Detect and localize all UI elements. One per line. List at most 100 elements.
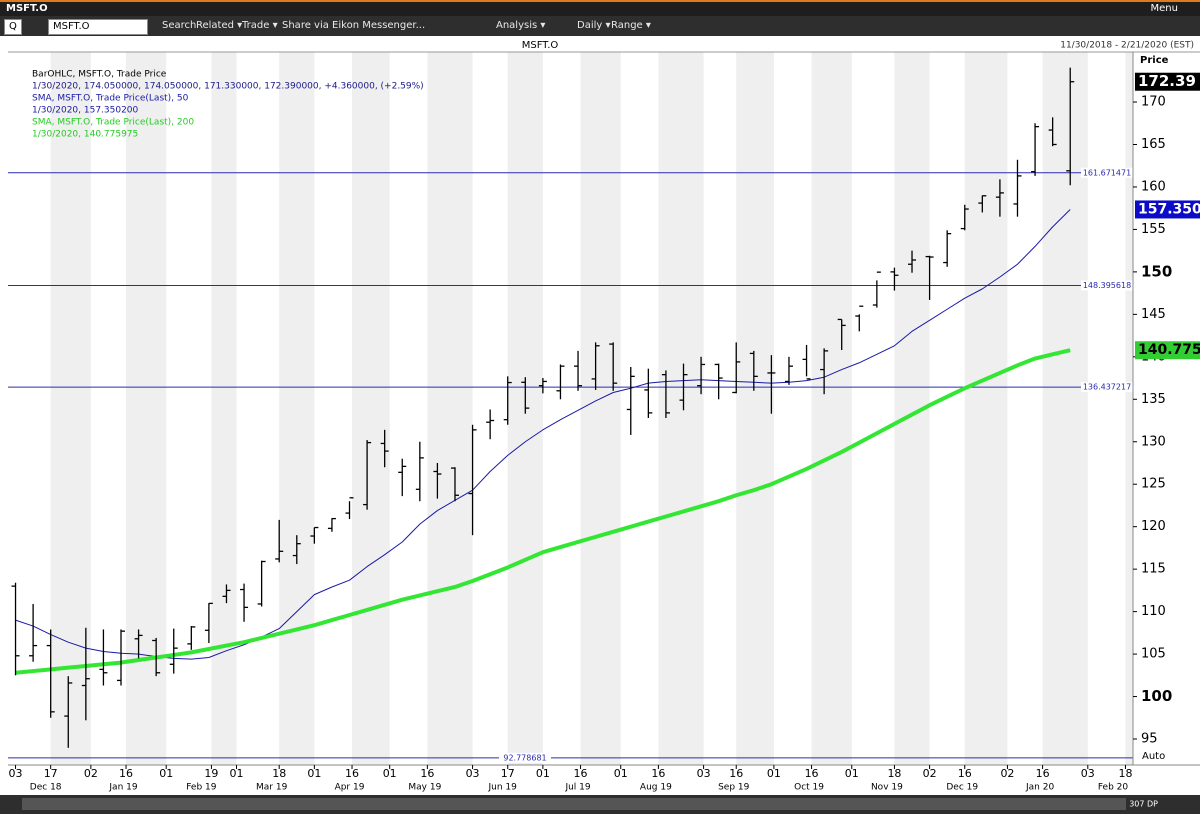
legend-detail: 1/30/2020, 174.050000, 174.050000, 171.3… bbox=[32, 82, 424, 92]
legend-entry: BarOHLC, MSFT.O, Trade Price bbox=[32, 70, 167, 80]
legend-detail: 1/30/2020, 140.775975 bbox=[32, 130, 138, 140]
price-tag bbox=[1135, 72, 1200, 91]
month-label: Mar 19 bbox=[256, 783, 288, 793]
month-label: Jun 19 bbox=[488, 783, 518, 793]
x-tick-label: 18 bbox=[887, 767, 901, 780]
band bbox=[964, 52, 1008, 765]
y-tick-label: 150 bbox=[1141, 262, 1172, 280]
y-tick-label: 115 bbox=[1141, 562, 1166, 577]
sma-line bbox=[15, 209, 1071, 660]
x-tick-label: 16 bbox=[420, 767, 434, 780]
legend-entry: SMA, MSFT.O, Trade Price(Last), 50 bbox=[32, 94, 189, 104]
x-tick-label: 01 bbox=[383, 767, 397, 780]
y-tick-label: 120 bbox=[1141, 519, 1166, 534]
chart-title: MSFT.O bbox=[522, 40, 559, 51]
x-tick-label: 01 bbox=[614, 767, 628, 780]
x-tick-label: 03 bbox=[9, 767, 23, 780]
y-tick-label: 95 bbox=[1141, 732, 1158, 747]
x-tick-label: 01 bbox=[767, 767, 781, 780]
band bbox=[211, 52, 237, 765]
y-tick-label: 145 bbox=[1141, 307, 1166, 322]
x-tick-label: 02 bbox=[1000, 767, 1014, 780]
y-tick-label: 125 bbox=[1141, 477, 1166, 492]
x-tick-label: 03 bbox=[1081, 767, 1095, 780]
month-label: Oct 19 bbox=[794, 783, 824, 793]
toolbar-item[interactable]: Share via Eikon Messenger... bbox=[282, 20, 426, 31]
toolbar-item[interactable]: Search bbox=[162, 20, 197, 31]
month-label: Feb 20 bbox=[1098, 783, 1129, 793]
sma-tag bbox=[1135, 200, 1200, 219]
month-label: Nov 19 bbox=[871, 783, 903, 793]
x-tick-label: 16 bbox=[651, 767, 665, 780]
month-label: May 19 bbox=[408, 783, 441, 793]
y-tick-label: 160 bbox=[1141, 179, 1166, 194]
band bbox=[580, 52, 621, 765]
band bbox=[427, 52, 473, 765]
reference-label-bg bbox=[1081, 167, 1133, 178]
legend-detail: 1/30/2020, 157.350200 bbox=[32, 106, 139, 116]
x-tick-label: 18 bbox=[1118, 767, 1132, 780]
band bbox=[1125, 52, 1133, 765]
sma-tag-label: 140.7759 bbox=[1138, 342, 1200, 358]
quote-button[interactable]: Q bbox=[4, 19, 22, 35]
price-tag-label: 172.39 bbox=[1138, 72, 1196, 90]
x-tick-label: 17 bbox=[44, 767, 58, 780]
sma-line bbox=[15, 348, 1071, 675]
x-tick-label: 16 bbox=[345, 767, 359, 780]
reference-label-bg bbox=[1081, 280, 1133, 291]
x-tick-label: 02 bbox=[923, 767, 937, 780]
y-tick-label: 155 bbox=[1141, 222, 1166, 237]
y-tick-label: 165 bbox=[1141, 137, 1166, 152]
toolbar: Q MSFT.O Search Related Trade Share via … bbox=[0, 16, 1200, 36]
band bbox=[811, 52, 852, 765]
toolbar-item[interactable]: Trade bbox=[242, 16, 278, 36]
toolbar-item[interactable]: Related bbox=[196, 16, 242, 36]
ric-input[interactable]: MSFT.O bbox=[48, 19, 148, 35]
x-tick-label: 01 bbox=[845, 767, 859, 780]
month-label: Dec 18 bbox=[30, 783, 62, 793]
band bbox=[352, 52, 390, 765]
reference-label: 92.778681 bbox=[503, 753, 546, 762]
x-tick-label: 16 bbox=[1036, 767, 1050, 780]
menu-button[interactable]: Menu bbox=[1150, 3, 1178, 14]
sma-tag-label: 157.350 bbox=[1138, 201, 1200, 217]
x-tick-label: 03 bbox=[466, 767, 480, 780]
y-tick-label: 100 bbox=[1141, 687, 1172, 705]
x-tick-label: 02 bbox=[84, 767, 98, 780]
y-tick-label: 170 bbox=[1141, 95, 1166, 110]
x-tick-label: 16 bbox=[805, 767, 819, 780]
band bbox=[126, 52, 167, 765]
toolbar-item[interactable]: Analysis bbox=[496, 16, 545, 36]
title-bar: MSFT.O Menu bbox=[0, 0, 1200, 16]
band bbox=[736, 52, 774, 765]
x-tick-label: 16 bbox=[574, 767, 588, 780]
x-tick-label: 16 bbox=[958, 767, 972, 780]
range-label: 11/30/2018 - 2/21/2020 (EST) bbox=[1060, 41, 1194, 51]
month-label: Jul 19 bbox=[564, 783, 590, 793]
reference-label-bg bbox=[1081, 382, 1133, 393]
x-tick-label: 17 bbox=[501, 767, 515, 780]
chart: MSFT.O 11/30/2018 - 2/21/2020 (EST) Pric… bbox=[0, 36, 1200, 814]
scrollbar-thumb[interactable] bbox=[22, 798, 1126, 810]
toolbar-item[interactable]: Daily bbox=[577, 16, 611, 36]
band bbox=[50, 52, 91, 765]
y-tick-label: 135 bbox=[1141, 392, 1166, 407]
x-tick-label: 03 bbox=[697, 767, 711, 780]
y-tick-label: 130 bbox=[1141, 434, 1166, 449]
reference-label: 161.671471 bbox=[1083, 168, 1131, 177]
x-tick-label: 01 bbox=[536, 767, 550, 780]
band bbox=[1042, 52, 1088, 765]
x-tick-label: 19 bbox=[204, 767, 218, 780]
x-tick-label: 01 bbox=[159, 767, 173, 780]
toolbar-item[interactable]: Range bbox=[611, 16, 651, 36]
legend-entry: SMA, MSFT.O, Trade Price(Last), 200 bbox=[32, 118, 194, 128]
y-tick-label: 105 bbox=[1141, 647, 1166, 662]
x-tick-label: 18 bbox=[272, 767, 286, 780]
x-tick-label: 01 bbox=[307, 767, 321, 780]
reference-label: 136.437217 bbox=[1083, 383, 1131, 392]
x-tick-label: 01 bbox=[230, 767, 244, 780]
reference-label: 148.395618 bbox=[1083, 281, 1131, 290]
reference-label-bg bbox=[499, 752, 551, 763]
month-label: Jan 20 bbox=[1025, 783, 1054, 793]
